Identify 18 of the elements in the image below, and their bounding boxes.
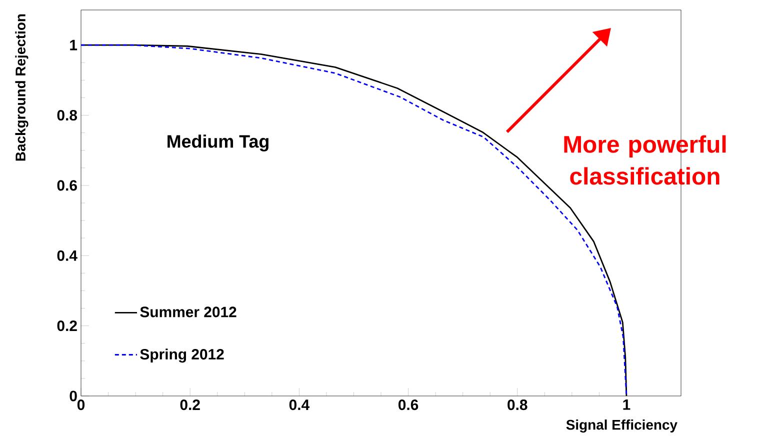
y-axis-title: Background Rejection [15,14,28,161]
y-tick-label: 0.4 [57,250,78,261]
legend-label: Spring 2012 [140,348,224,363]
x-tick-label: 0 [77,400,85,410]
y-tick-label: 1 [70,40,78,50]
y-tick-label: 0.8 [57,110,78,121]
x-tick-label: 1 [623,400,630,410]
x-tick-label: 0.4 [289,400,310,410]
legend-label: Summer 2012 [140,306,236,318]
y-tick-label: 0.2 [57,320,77,332]
y-tick-label: 0 [70,390,77,402]
annotation: More powerful classification [564,135,726,185]
y-tick-label: 0.6 [57,180,77,191]
x-axis-title: Signal Efficiency [566,420,678,433]
x-tick-label: 0.2 [180,400,200,410]
annotation: Medium Tag [168,134,268,152]
x-tick-label: 0.8 [508,400,528,410]
x-tick-label: 0.6 [398,400,418,410]
